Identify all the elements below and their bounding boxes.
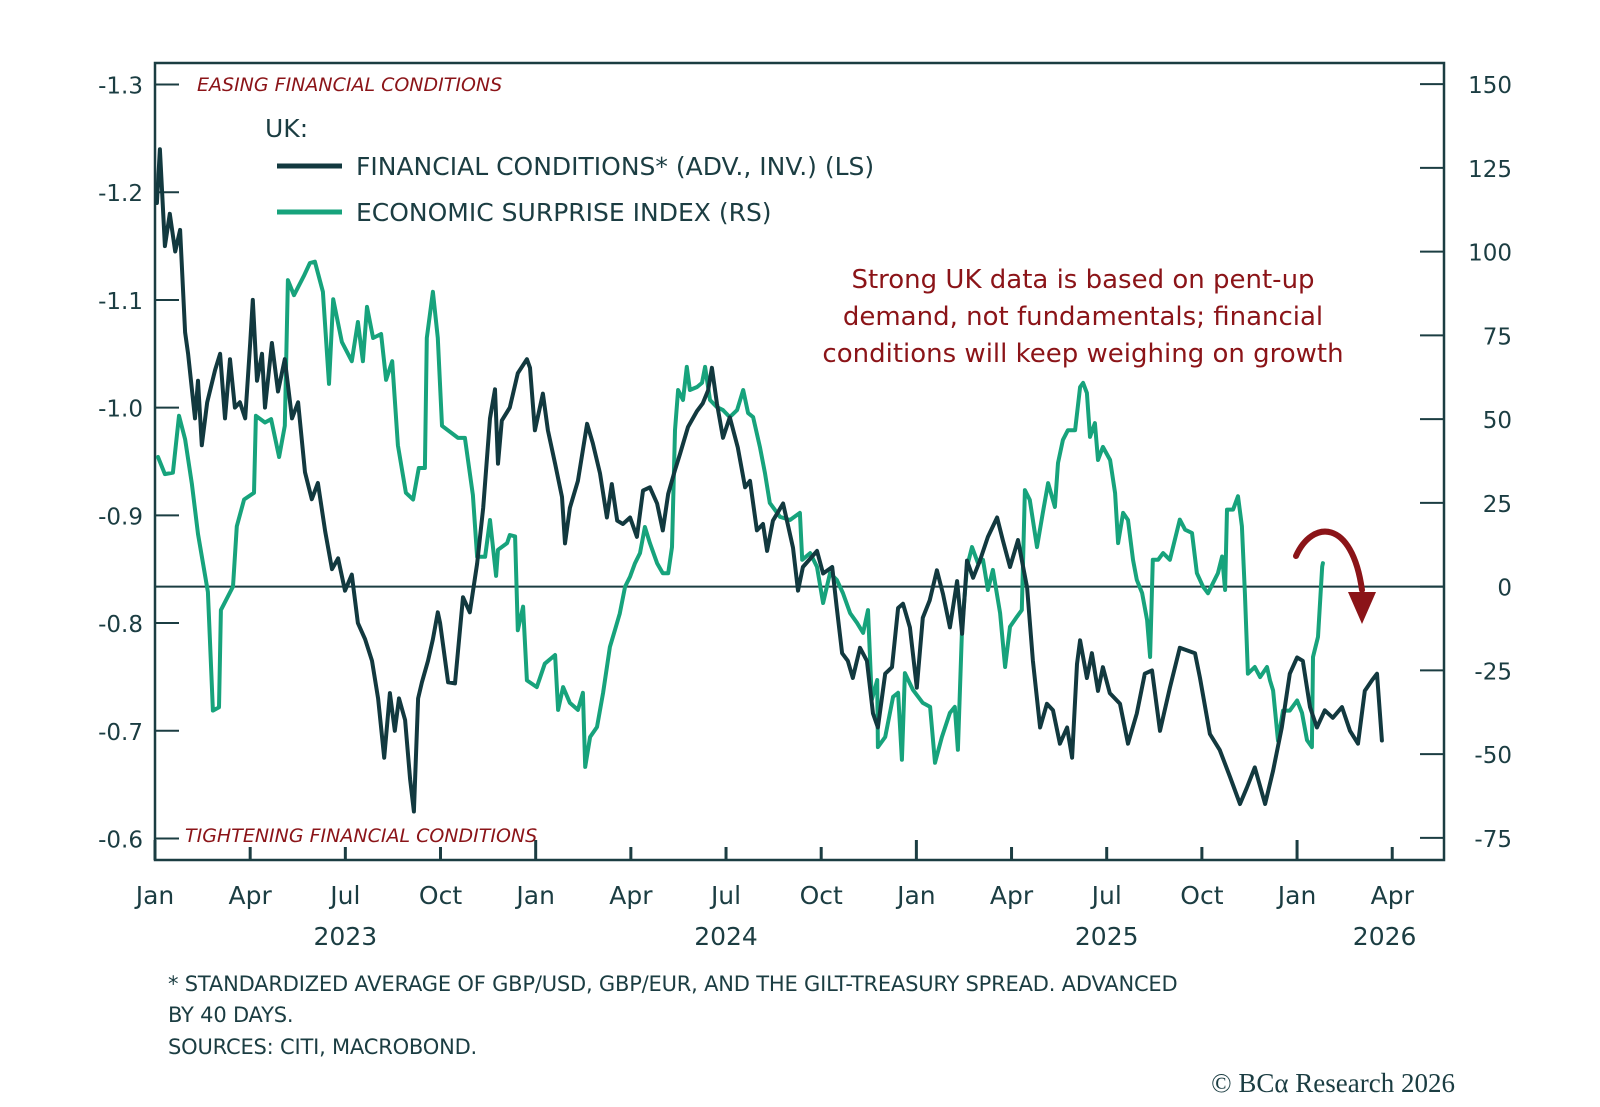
- plot-frame: [153, 61, 1446, 862]
- callout-line-2: demand, not fundamentals; financial: [843, 302, 1323, 332]
- left-tick-label: -0.6: [98, 827, 143, 853]
- footnote-line-1: * STANDARDIZED AVERAGE OF GBP/USD, GBP/E…: [168, 972, 1178, 996]
- footnote-line-2: BY 40 DAYS.: [168, 1003, 294, 1027]
- series-line-economic-surprise-index: [156, 259, 1325, 769]
- x-tick-label: Jan: [1276, 881, 1317, 910]
- series-line-financial-conditions: [154, 147, 1384, 814]
- x-year-label: 2024: [694, 922, 758, 951]
- x-tick-label: Apr: [1371, 881, 1415, 910]
- left-axis: -1.3 -1.2 -1.1 -1.0 -0.9 -0.8 -0.7 -0.6: [98, 74, 179, 853]
- callout-line-1: Strong UK data is based on pent-up: [851, 265, 1314, 295]
- x-tick-label: Jan: [895, 881, 936, 910]
- footnote-sources: SOURCES: CITI, MACROBOND.: [168, 1035, 478, 1059]
- x-tick-label: Apr: [609, 881, 653, 910]
- x-tick-label: Jul: [709, 881, 741, 910]
- left-tick-label: -0.9: [98, 504, 143, 530]
- x-tick-label: Jan: [514, 881, 555, 910]
- series-layer: [154, 147, 1384, 814]
- right-tick-label: -25: [1474, 659, 1512, 685]
- left-tick-label: -0.8: [98, 612, 143, 638]
- left-tick-label: -0.7: [98, 720, 143, 746]
- right-tick-label: -50: [1474, 743, 1512, 769]
- bca-research-credit: © BCα Research 2026: [1211, 1068, 1455, 1098]
- callout: Strong UK data is based on pent-up deman…: [822, 265, 1343, 369]
- x-tick-label: Apr: [229, 881, 273, 910]
- tightening-region-label: TIGHTENING FINANCIAL CONDITIONS: [185, 825, 537, 847]
- right-tick-label: 0: [1497, 576, 1512, 602]
- right-tick-label: 75: [1483, 324, 1512, 350]
- easing-region-label: EASING FINANCIAL CONDITIONS: [197, 74, 502, 96]
- x-year-label: 2026: [1353, 922, 1417, 951]
- legend-label-economic-surprise: ECONOMIC SURPRISE INDEX (RS): [356, 198, 772, 227]
- legend: UK: FINANCIAL CONDITIONS* (ADV., INV.) (…: [265, 114, 874, 227]
- left-tick-label: -1.0: [98, 397, 143, 423]
- x-tick-label: Jan: [134, 881, 175, 910]
- x-year-label: 2025: [1075, 922, 1139, 951]
- x-tick-label: Jul: [328, 881, 360, 910]
- right-tick-label: 150: [1468, 73, 1512, 99]
- left-tick-label: -1.2: [98, 181, 143, 207]
- curved-down-arrow-icon: [1293, 528, 1376, 624]
- x-year-label: 2023: [314, 922, 378, 951]
- x-axis: Jan Apr Jul Oct Jan Apr Jul Oct Jan Apr Jul Oct Jan A…: [134, 840, 1417, 951]
- right-tick-label: 25: [1483, 492, 1512, 518]
- right-tick-label: 125: [1468, 157, 1512, 183]
- right-tick-label: -75: [1474, 827, 1512, 853]
- x-tick-label: Oct: [419, 881, 462, 910]
- right-axis: 150 125 100 75 50 25 0 -25 -50 -75: [1420, 73, 1512, 853]
- right-tick-label: 100: [1468, 241, 1512, 267]
- right-tick-label: 50: [1483, 408, 1512, 434]
- legend-label-financial-conditions: FINANCIAL CONDITIONS* (ADV., INV.) (LS): [356, 152, 874, 181]
- left-tick-label: -1.1: [98, 289, 143, 315]
- x-tick-label: Oct: [1180, 881, 1223, 910]
- legend-header: UK:: [265, 114, 308, 143]
- x-tick-label: Jul: [1090, 881, 1122, 910]
- callout-line-3: conditions will keep weighing on growth: [822, 339, 1343, 369]
- x-tick-label: Apr: [990, 881, 1034, 910]
- x-tick-label: Oct: [800, 881, 843, 910]
- left-tick-label: -1.3: [98, 74, 143, 100]
